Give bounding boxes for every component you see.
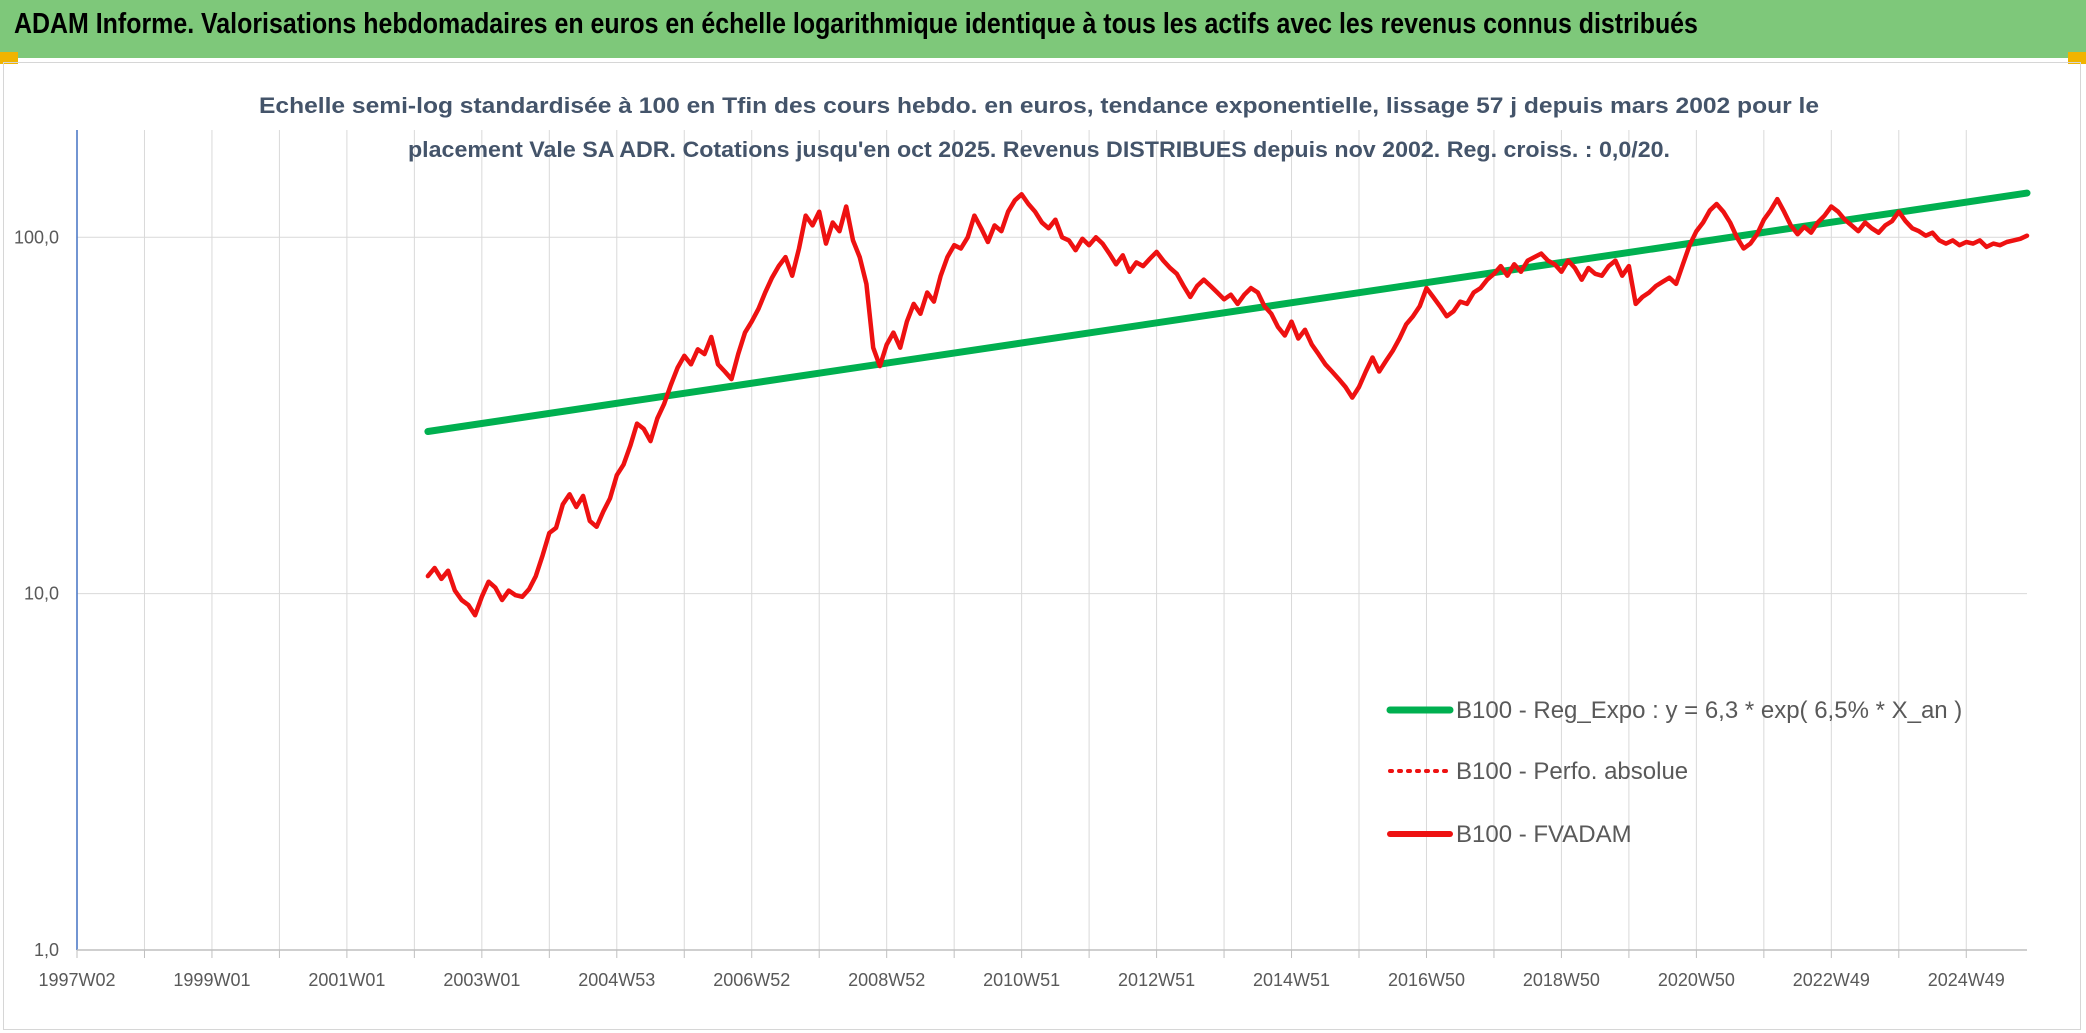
report-title: ADAM Informe. Valorisations hebdomadaire…: [14, 8, 1698, 40]
series-line-2: [425, 192, 2030, 618]
x-tick-label: 1997W02: [38, 970, 115, 990]
x-tick-label: 2014W51: [1253, 970, 1330, 990]
x-tick-label: 2010W51: [983, 970, 1060, 990]
x-tick-label: 2022W49: [1793, 970, 1870, 990]
chart-legend: B100 - Reg_Expo : y = 6,3 * exp( 6,5% * …: [1386, 697, 1962, 848]
series-line-0: [424, 189, 2031, 435]
chart-title: Echelle semi-log standardisée à 100 en T…: [259, 93, 1819, 162]
x-tick-label: 2024W49: [1928, 970, 2005, 990]
x-tick-label: 1999W01: [173, 970, 250, 990]
x-tick-label: 2016W50: [1388, 970, 1465, 990]
chart-gridlines: [77, 130, 2027, 950]
y-tick-label: 1,0: [34, 940, 59, 960]
legend-label-fvadam: B100 - FVADAM: [1456, 821, 1632, 848]
legend-label-perfo-absolue: B100 - Perfo. absolue: [1456, 758, 1688, 785]
chart-title-line-2: placement Vale SA ADR. Cotations jusqu'e…: [408, 137, 1670, 162]
x-tick-label: 2001W01: [308, 970, 385, 990]
y-tick-label: 100,0: [14, 227, 59, 247]
chart-series: [424, 189, 2031, 618]
x-tick-label: 2006W52: [713, 970, 790, 990]
x-tick-label: 2012W51: [1118, 970, 1195, 990]
y-tick-label: 10,0: [24, 584, 59, 604]
chart-axes: [76, 130, 2027, 958]
corner-marker-top-left: [0, 52, 18, 64]
corner-marker-top-right: [2068, 52, 2086, 64]
chart-title-line-1: Echelle semi-log standardisée à 100 en T…: [259, 93, 1819, 118]
legend-label-regression: B100 - Reg_Expo : y = 6,3 * exp( 6,5% * …: [1456, 697, 1962, 724]
x-tick-label: 2008W52: [848, 970, 925, 990]
chart-tick-labels: 1,0 10,0 100,0 1997W02 1999W01 2001W01 2003W01…: [14, 227, 2005, 990]
x-tick-label: 2018W50: [1523, 970, 1600, 990]
chart-frame: [3, 62, 2081, 1030]
x-tick-label: 2020W50: [1658, 970, 1735, 990]
report-header: ADAM Informe. Valorisations hebdomadaire…: [0, 0, 2086, 58]
x-tick-label: 2003W01: [443, 970, 520, 990]
x-tick-label: 2004W53: [578, 970, 655, 990]
